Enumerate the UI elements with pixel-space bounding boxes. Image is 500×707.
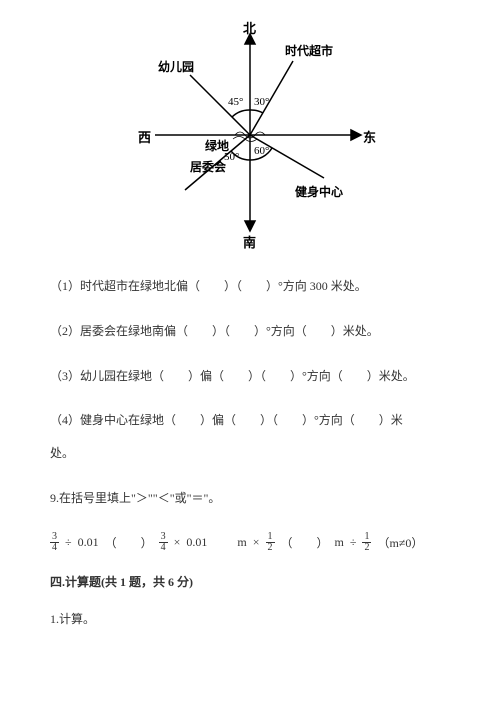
question-3: （3）幼儿园在绿地（ ）偏（ ）（ ）°方向（ ）米处。 — [50, 365, 450, 388]
label-north: 北 — [243, 18, 256, 37]
diagram-svg — [120, 20, 380, 250]
op-mul-2: × — [253, 535, 260, 550]
op-div-2: ÷ — [350, 535, 357, 550]
question-9-intro: 9.在括号里填上"＞""＜"或"＝"。 — [50, 487, 450, 510]
question-2: （2）居委会在绿地南偏（ ）（ ）°方向（ ）米处。 — [50, 320, 450, 343]
val-001-a: 0.01 — [78, 535, 99, 550]
question-1: （1）时代超市在绿地北偏（ ）（ ）°方向 300 米处。 — [50, 275, 450, 298]
section-4-item-1: 1.计算。 — [50, 608, 450, 631]
question-4b: 处。 — [50, 442, 450, 465]
compass-diagram: 北 南 东 西 绿地 时代超市 幼儿园 居委会 健身中心 45° 30° 50°… — [120, 20, 380, 250]
label-east: 东 — [363, 127, 376, 146]
fraction-1-2-b: 1 2 — [362, 532, 371, 553]
label-se: 健身中心 — [295, 183, 343, 200]
fraction-3-4-b: 3 4 — [159, 532, 168, 553]
fraction-1-2-a: 1 2 — [266, 532, 275, 553]
math-expression-line: 3 4 ÷ 0.01 （ ） 3 4 × 0.01 m × 1 2 （ ） m … — [50, 532, 450, 553]
label-sw: 居委会 — [190, 158, 226, 175]
val-001-b: 0.01 — [186, 535, 207, 550]
label-west: 西 — [138, 127, 151, 146]
fraction-3-4-a: 3 4 — [50, 532, 59, 553]
label-south: 南 — [243, 232, 256, 251]
blank-2: （ ） — [281, 534, 329, 551]
op-div-1: ÷ — [65, 535, 72, 550]
section-4-header: 四.计算题(共 1 题，共 6 分) — [50, 573, 450, 590]
label-ne: 时代超市 — [285, 42, 333, 59]
m-1: m — [237, 535, 246, 550]
label-nw: 幼儿园 — [158, 58, 194, 75]
op-mul-1: × — [174, 535, 181, 550]
question-4: （4）健身中心在绿地（ ）偏（ ）（ ）°方向（ ）米 — [50, 409, 450, 432]
angle-se: 60° — [254, 145, 269, 157]
angle-sw: 50° — [224, 151, 239, 163]
angle-ne: 30° — [254, 96, 269, 108]
m-2: m — [335, 535, 344, 550]
blank-1: （ ） — [105, 534, 153, 551]
condition: （m≠0） — [377, 534, 423, 551]
angle-nw: 45° — [228, 96, 243, 108]
